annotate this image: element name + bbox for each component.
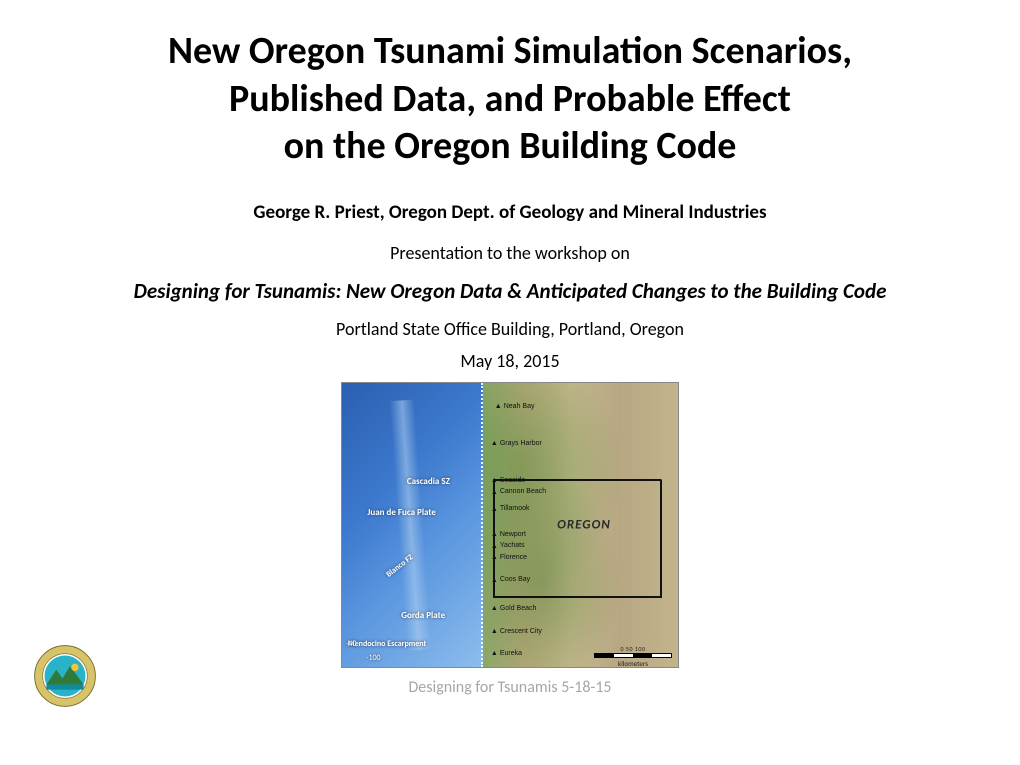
coast-city-marker: ▲Tillamook — [491, 505, 530, 513]
map-container: Cascadia SZ Juan de Fuca Plate Blanco FZ… — [0, 382, 1020, 668]
depth-40: -40 — [346, 639, 357, 649]
date-line: May 18, 2015 — [0, 350, 1020, 372]
scalebar-bar — [594, 653, 672, 658]
coast-city-marker: ▲Newport — [491, 530, 526, 538]
title-line-3: on the Oregon Building Code — [284, 123, 737, 169]
depth-100: -100 — [366, 653, 381, 663]
oregon-label: OREGON — [557, 517, 611, 532]
slide-title: New Oregon Tsunami Simulation Scenarios,… — [60, 28, 960, 171]
coast-city-marker: ▲Coos Bay — [491, 576, 530, 584]
coast-city-marker: ▲Cannon Beach — [491, 488, 546, 496]
coast-city-marker: ▲Florence — [491, 553, 527, 561]
map-land: OREGON ▲Neah Bay ▲Grays Harbor ▲Seaside ▲Ca… — [483, 383, 678, 667]
label-cascadia: Cascadia SZ — [407, 476, 450, 487]
title-line-1: New Oregon Tsunami Simulation Scenarios, — [168, 28, 852, 74]
scalebar-range: 0 50 100 — [594, 645, 672, 653]
workshop-title: Designing for Tsunamis: New Oregon Data … — [0, 278, 1020, 304]
coast-city-marker: ▲Yachats — [491, 542, 525, 550]
map-scalebar: 0 50 100 kilometers — [594, 645, 672, 661]
coast-city-marker: ▲Neah Bay — [495, 402, 535, 410]
coast-city-marker: ▲Seaside — [491, 476, 525, 484]
author-line: George R. Priest, Oregon Dept. of Geolog… — [0, 201, 1020, 224]
map-ocean: Cascadia SZ Juan de Fuca Plate Blanco FZ… — [342, 383, 483, 667]
coast-city-marker: ▲Grays Harbor — [491, 439, 542, 447]
coast-city-marker: ▲Gold Beach — [491, 604, 537, 612]
oregon-cascadia-map: Cascadia SZ Juan de Fuca Plate Blanco FZ… — [341, 382, 679, 668]
coast-city-marker: ▲Eureka — [491, 649, 522, 657]
coast-city-marker: ▲Crescent City — [491, 627, 542, 635]
agency-seal-icon — [34, 645, 96, 707]
label-juan-de-fuca: Juan de Fuca Plate — [367, 507, 436, 518]
slide-footer: Designing for Tsunamis 5-18-15 — [0, 678, 1020, 697]
slide: New Oregon Tsunami Simulation Scenarios,… — [0, 0, 1020, 765]
scalebar-unit: kilometers — [594, 659, 672, 668]
label-escarpment: Mendocino Escarpment — [348, 639, 427, 649]
title-line-2: Published Data, and Probable Effect — [229, 76, 791, 122]
presentation-line: Presentation to the workshop on — [0, 242, 1020, 264]
location-line: Portland State Office Building, Portland… — [0, 318, 1020, 340]
label-gorda: Gorda Plate — [401, 610, 445, 621]
